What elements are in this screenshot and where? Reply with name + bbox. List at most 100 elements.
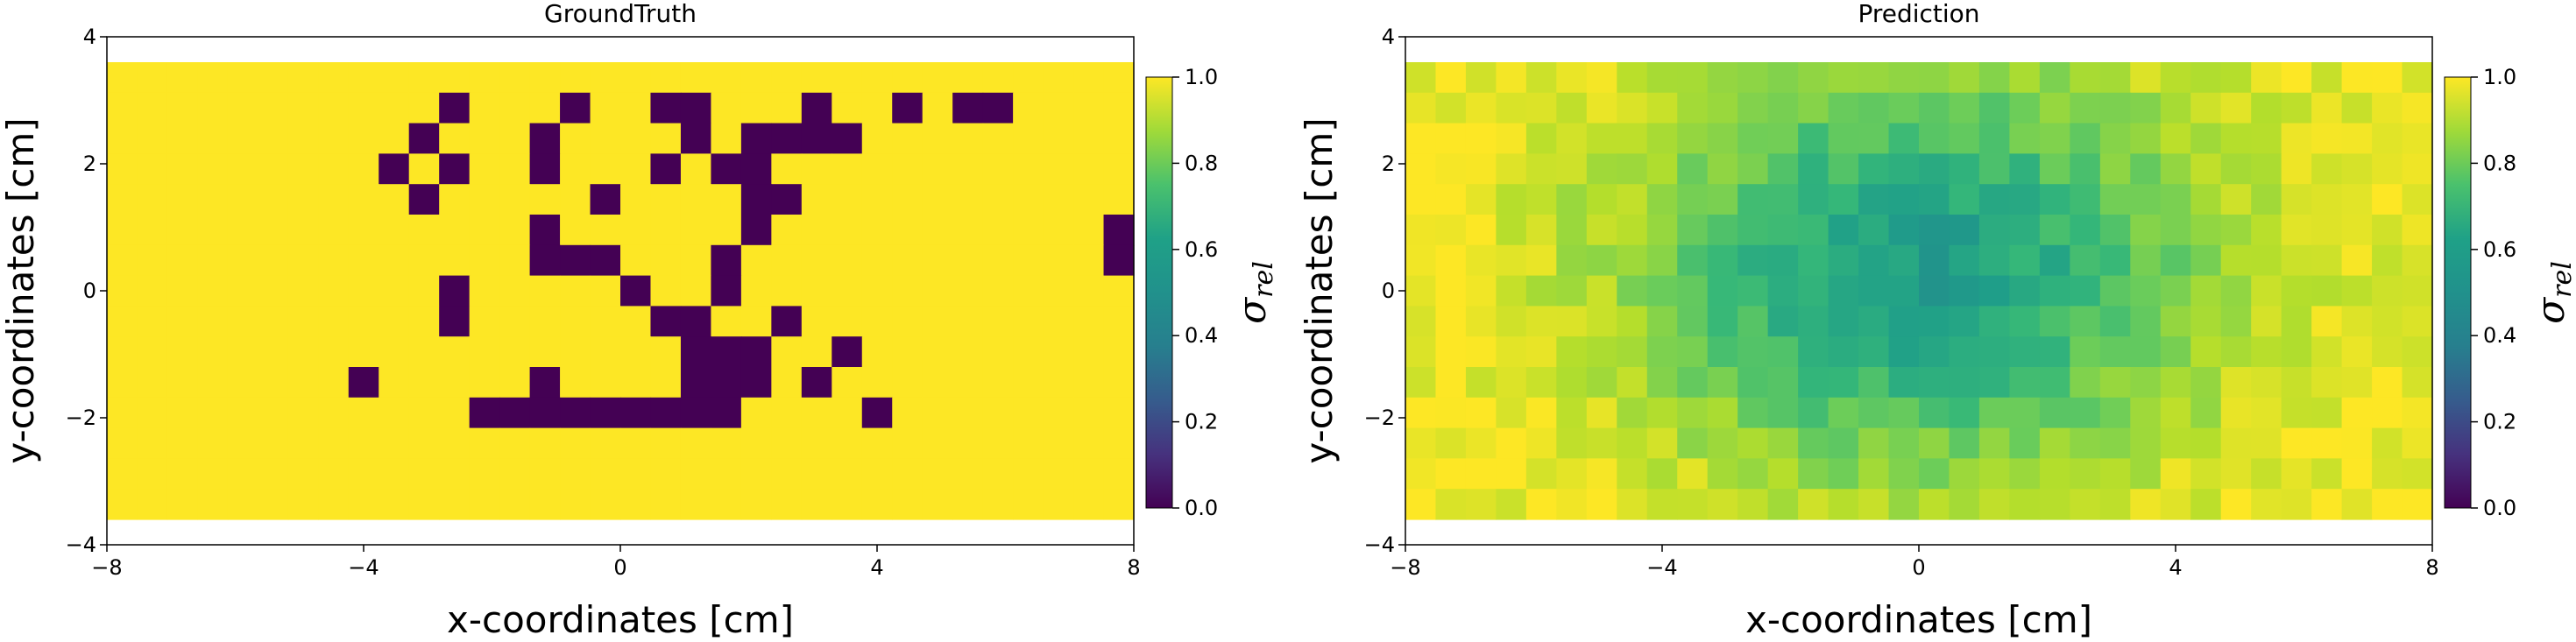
heatmap-cell: [1978, 153, 2011, 185]
heatmap-cell: [1949, 367, 1980, 399]
heatmap-cell: [439, 367, 471, 399]
heatmap-cell: [1737, 489, 1769, 520]
heatmap-cell: [499, 123, 531, 154]
heatmap-cell: [1405, 427, 1437, 459]
heatmap-cell: [1798, 427, 1829, 459]
heatmap-cell: [1888, 489, 1920, 520]
heatmap-cell: [1677, 458, 1709, 490]
heatmap-cell: [1798, 367, 1829, 399]
heatmap-cell: [166, 336, 199, 368]
heatmap-cell: [499, 92, 531, 124]
heatmap-cell: [1707, 123, 1738, 154]
heatmap-cell: [1525, 123, 1557, 154]
y-tick-label: 2: [1382, 152, 1395, 176]
heatmap-cell: [348, 62, 379, 94]
heatmap-cell: [801, 123, 832, 154]
heatmap-cell: [379, 275, 410, 307]
heatmap-cell: [861, 458, 893, 490]
heatmap-cell: [2402, 184, 2433, 215]
heatmap-cell: [711, 244, 742, 277]
heatmap-cell: [2251, 62, 2282, 94]
heatmap-cell: [379, 397, 410, 429]
heatmap-cell: [801, 458, 832, 490]
heatmap-cell: [318, 336, 350, 368]
heatmap-cell: [2070, 306, 2101, 337]
heatmap-cell: [1043, 458, 1074, 490]
heatmap-cell: [620, 427, 652, 459]
heatmap-cell: [1888, 62, 1920, 94]
heatmap-cell: [1435, 123, 1467, 154]
heatmap-cell: [2099, 92, 2131, 124]
heatmap-cell: [832, 489, 863, 520]
heatmap-cell: [1858, 153, 1890, 185]
heatmap-cell: [680, 367, 712, 399]
heatmap-cell: [2099, 397, 2131, 429]
heatmap-cell: [590, 123, 621, 154]
heatmap-cell: [2281, 458, 2312, 490]
heatmap-cell: [801, 397, 832, 429]
heatmap-cell: [2009, 244, 2041, 277]
heatmap-cell: [529, 244, 561, 277]
heatmap-cell: [348, 427, 379, 459]
colorbar-tick-label: 0.0: [1185, 496, 1218, 520]
heatmap-cell: [650, 215, 682, 246]
heatmap-cell: [2341, 215, 2373, 246]
heatmap-cell: [1858, 306, 1890, 337]
heatmap-cell: [2099, 184, 2131, 215]
x-tick-label: −4: [348, 555, 379, 580]
heatmap-cell: [1737, 367, 1769, 399]
heatmap-cell: [379, 184, 410, 215]
heatmap-cell: [2372, 397, 2403, 429]
heatmap-cell: [2311, 306, 2343, 337]
heatmap-cell: [861, 92, 893, 124]
heatmap-cell: [1646, 336, 1678, 368]
heatmap-cell: [2341, 336, 2373, 368]
heatmap-cell: [1617, 397, 1648, 429]
heatmap-cell: [1103, 489, 1135, 520]
heatmap-cell: [2402, 123, 2433, 154]
x-axis-label: x-coordinates [cm]: [1745, 598, 2092, 641]
heatmap-cell: [1435, 336, 1467, 368]
heatmap-cell: [2130, 215, 2162, 246]
heatmap-cell: [1737, 458, 1769, 490]
heatmap-cell: [952, 123, 984, 154]
heatmap-cell: [982, 244, 1014, 277]
heatmap-cell: [2311, 215, 2343, 246]
heatmap-cell: [166, 244, 199, 277]
heatmap-cell: [2311, 92, 2343, 124]
heatmap-cell: [1828, 62, 1859, 94]
heatmap-cell: [1888, 458, 1920, 490]
heatmap-cell: [348, 367, 379, 399]
heatmap-cell: [801, 184, 832, 215]
heatmap-cell: [1465, 184, 1497, 215]
heatmap-cell: [982, 153, 1014, 185]
heatmap-cell: [107, 458, 138, 490]
heatmap-cell: [318, 123, 350, 154]
heatmap-cell: [529, 336, 561, 368]
heatmap-cell: [1405, 123, 1437, 154]
heatmap-cell: [771, 62, 803, 94]
heatmap-cell: [1525, 275, 1557, 307]
heatmap-cell: [740, 458, 772, 490]
heatmap-cell: [499, 336, 531, 368]
heatmap-cell: [2402, 62, 2433, 94]
heatmap-cells: [1405, 62, 2433, 520]
y-axis: −4 −2 0 2 4: [66, 25, 107, 557]
heatmap-cell: [499, 397, 531, 429]
heatmap-cell: [1435, 306, 1467, 337]
heatmap-cell: [1073, 489, 1105, 520]
heatmap-cell: [1828, 458, 1859, 490]
heatmap-cell: [1858, 275, 1890, 307]
heatmap-cell: [711, 397, 742, 429]
heatmap-cell: [560, 489, 591, 520]
heatmap-cell: [1103, 215, 1135, 246]
colorbar-tick-label: 0.6: [2483, 237, 2516, 262]
heatmap-cell: [2009, 153, 2041, 185]
heatmap-cell: [861, 427, 893, 459]
heatmap-cell: [499, 427, 531, 459]
heatmap-cell: [832, 184, 863, 215]
heatmap-cell: [952, 275, 984, 307]
heatmap-cell: [529, 153, 561, 185]
colorbar-tick-label: 0.0: [2483, 496, 2516, 520]
